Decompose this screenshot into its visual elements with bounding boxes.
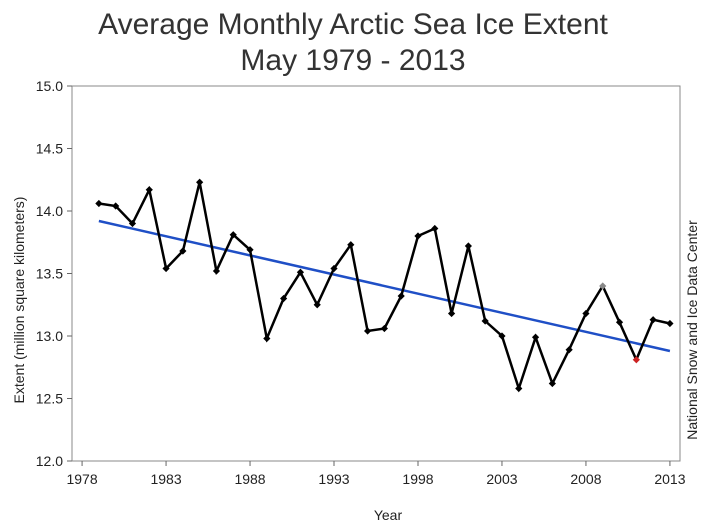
data-point xyxy=(313,301,321,309)
trend-line xyxy=(98,219,671,353)
data-point xyxy=(280,294,288,303)
x-axis-label: Year xyxy=(374,507,403,523)
x-axis: 1978 1983 1988 1993 1998 2003 2008 2013 xyxy=(66,461,686,487)
data-point xyxy=(548,379,556,388)
data-point xyxy=(649,316,657,324)
y-tick-label: 14.5 xyxy=(36,141,63,157)
data-point xyxy=(666,319,674,328)
data-point xyxy=(397,292,405,300)
y-tick-label: 13.0 xyxy=(36,328,63,344)
data-point xyxy=(380,324,388,333)
source-credit: National Snow and Ice Data Center xyxy=(684,220,700,440)
x-tick-label: 2003 xyxy=(486,471,517,487)
data-point xyxy=(112,202,120,210)
x-tick-label: 1998 xyxy=(402,471,433,487)
x-tick-label: 2013 xyxy=(654,471,685,487)
data-point xyxy=(128,219,137,228)
x-tick-label: 1993 xyxy=(318,471,349,487)
plot-frame xyxy=(71,85,681,462)
y-axis-label: Extent (million square kilometers) xyxy=(11,197,27,404)
data-point xyxy=(481,317,489,325)
data-point xyxy=(498,332,506,340)
data-point xyxy=(414,232,422,240)
data-point xyxy=(431,224,439,233)
data-point xyxy=(582,309,590,318)
y-tick-label: 13.5 xyxy=(36,266,63,282)
data-point xyxy=(179,247,187,255)
data-point xyxy=(95,199,103,208)
data-point xyxy=(347,241,355,249)
x-tick-label: 1983 xyxy=(150,471,181,487)
data-point xyxy=(196,178,204,186)
data-point xyxy=(531,333,540,341)
y-tick-label: 12.0 xyxy=(36,453,63,469)
y-tick-label: 15.0 xyxy=(36,78,63,94)
chart-subtitle: May 1979 - 2013 xyxy=(240,44,466,77)
data-point xyxy=(515,384,523,393)
data-point xyxy=(632,356,640,364)
x-tick-label: 1978 xyxy=(66,471,97,487)
data-point xyxy=(229,231,237,239)
data-point xyxy=(599,282,607,290)
series-layer xyxy=(95,178,674,393)
y-tick-label: 14.0 xyxy=(36,203,63,219)
y-axis: 12.0 12.5 13.0 13.5 14.0 14.5 15.0 xyxy=(36,78,72,469)
data-point xyxy=(464,242,472,250)
data-point xyxy=(162,264,170,273)
data-point xyxy=(565,346,573,354)
data-point xyxy=(145,186,153,194)
data-point xyxy=(246,246,254,254)
x-tick-label: 1988 xyxy=(234,471,265,487)
chart-title: Average Monthly Arctic Sea Ice Extent xyxy=(98,8,608,41)
data-point xyxy=(447,309,456,318)
data-point xyxy=(296,268,305,276)
data-point xyxy=(615,318,624,326)
x-tick-label: 2008 xyxy=(570,471,601,487)
data-point xyxy=(364,327,372,335)
y-tick-label: 12.5 xyxy=(36,391,63,407)
data-point xyxy=(263,334,271,343)
data-point xyxy=(212,267,221,275)
data-point xyxy=(330,264,338,273)
